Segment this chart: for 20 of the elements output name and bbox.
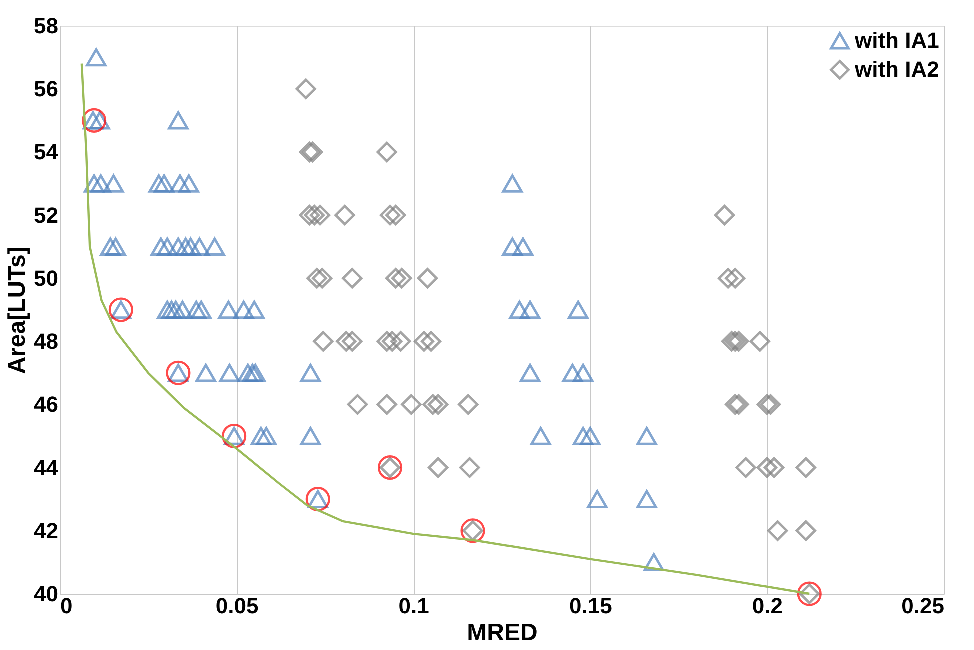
y-tick-label: 52 bbox=[34, 202, 58, 228]
legend-label: with IA1 bbox=[854, 28, 940, 53]
y-tick-label: 44 bbox=[34, 455, 60, 480]
y-axis-title: Area[LUTs] bbox=[4, 246, 32, 374]
y-tick-label: 58 bbox=[34, 14, 58, 38]
x-tick-label: 0.15 bbox=[569, 594, 612, 618]
y-tick-label: 42 bbox=[34, 518, 58, 544]
x-tick-label: 0.05 bbox=[216, 594, 259, 618]
y-tick-label: 56 bbox=[34, 76, 58, 102]
x-axis-title: MRED bbox=[467, 620, 538, 646]
y-tick-label: 48 bbox=[34, 329, 58, 354]
y-tick-label: 54 bbox=[34, 140, 60, 165]
y-tick-label: 50 bbox=[34, 266, 58, 291]
x-tick-label: 0.1 bbox=[398, 594, 430, 618]
x-tick-label: 0 bbox=[60, 594, 73, 618]
y-tick-label: 46 bbox=[34, 392, 58, 418]
y-tick-label: 40 bbox=[34, 582, 58, 606]
x-tick-label: 0.25 bbox=[902, 594, 944, 618]
legend-label: with IA2 bbox=[854, 57, 940, 82]
x-tick-label: 0.2 bbox=[752, 594, 783, 618]
